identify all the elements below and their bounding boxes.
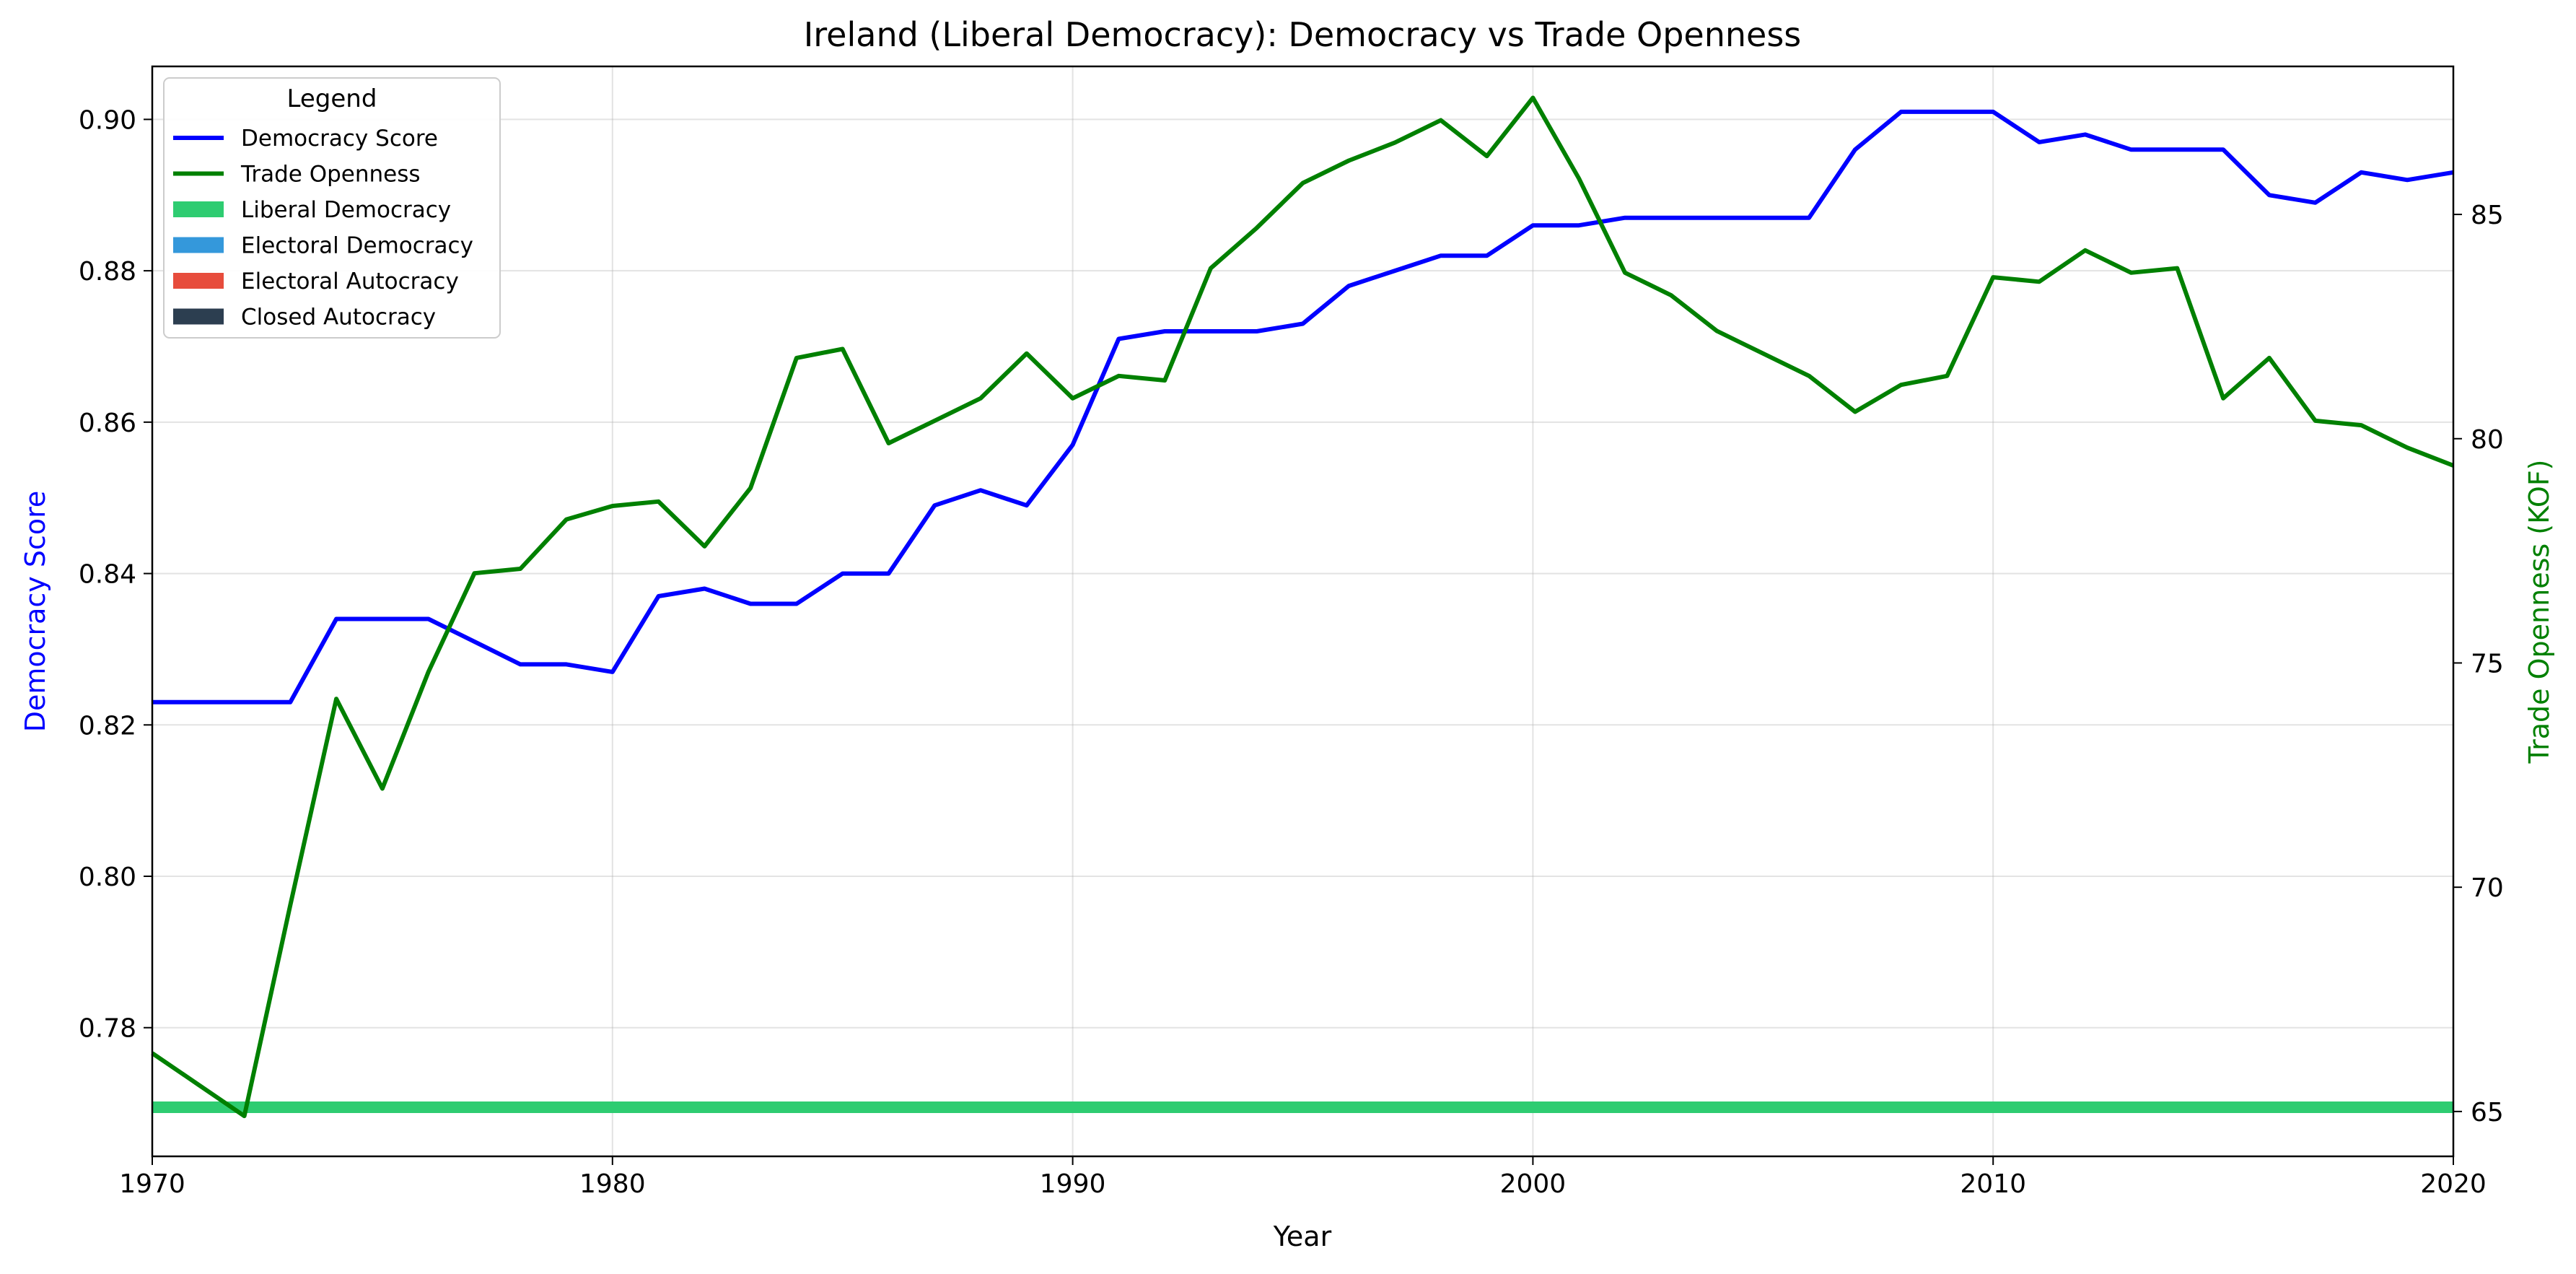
legend-box bbox=[163, 77, 501, 339]
y2-axis-ticks: 65 70 75 80 85 bbox=[2453, 201, 2504, 1127]
y-tick-label: 0.88 bbox=[79, 257, 136, 287]
legend-label-liberal-democracy: Liberal Democracy bbox=[241, 197, 451, 223]
legend-entries: Democracy Score Trade Openness Liberal Dem… bbox=[173, 126, 473, 331]
band-layer bbox=[152, 1101, 2453, 1113]
x-tick-label: 1970 bbox=[119, 1169, 185, 1199]
grid-layer bbox=[152, 66, 2454, 1156]
legend-swatch-liberal-democracy bbox=[173, 201, 224, 217]
y-tick-label: 0.90 bbox=[79, 105, 136, 135]
y2-tick-label: 70 bbox=[2471, 873, 2504, 903]
x-axis-label: Year bbox=[1273, 1221, 1332, 1252]
y-tick-label: 0.78 bbox=[79, 1014, 136, 1044]
regime-band-liberal-democracy bbox=[152, 1101, 2453, 1113]
x-tick-label: 2000 bbox=[1500, 1169, 1567, 1199]
legend-swatch-electoral-democracy bbox=[173, 237, 224, 253]
legend-label-trade-openness: Trade Openness bbox=[240, 162, 421, 188]
x-tick-label: 2010 bbox=[1960, 1169, 2026, 1199]
legend-swatch-electoral-autocracy bbox=[173, 273, 224, 289]
y-axis-ticks: 0.78 0.80 0.82 0.84 0.86 0.88 0.90 bbox=[79, 105, 152, 1044]
plot-frame bbox=[151, 65, 2455, 1158]
y2-tick-label: 80 bbox=[2471, 425, 2504, 455]
series-layer bbox=[151, 95, 2455, 1119]
legend-label-democracy-score: Democracy Score bbox=[241, 126, 438, 152]
legend-label-closed-autocracy: Closed Autocracy bbox=[241, 305, 436, 331]
x-axis-ticks: 1970 1980 1990 2000 2010 2020 bbox=[119, 1156, 2487, 1199]
y2-axis-label: Trade Openness (KOF) bbox=[2523, 459, 2555, 764]
y-axis-label: Democracy Score bbox=[19, 491, 51, 733]
y2-tick-label: 65 bbox=[2471, 1098, 2504, 1127]
legend: Legend Democracy Score Trade Openness Libe… bbox=[163, 77, 501, 339]
y2-tick-label: 85 bbox=[2471, 201, 2504, 230]
y-tick-label: 0.84 bbox=[79, 560, 136, 590]
legend-swatch-closed-autocracy bbox=[173, 308, 224, 325]
y-tick-label: 0.80 bbox=[79, 863, 136, 892]
legend-label-electoral-democracy: Electoral Democracy bbox=[241, 233, 473, 259]
legend-label-electoral-autocracy: Electoral Autocracy bbox=[241, 269, 459, 294]
chart-title: Ireland (Liberal Democracy): Democracy v… bbox=[804, 15, 1802, 54]
y2-tick-label: 75 bbox=[2471, 649, 2504, 679]
x-tick-label: 2020 bbox=[2420, 1169, 2487, 1199]
legend-title: Legend bbox=[287, 84, 377, 113]
y-tick-label: 0.82 bbox=[79, 711, 136, 741]
x-tick-label: 1980 bbox=[579, 1169, 646, 1199]
y-tick-label: 0.86 bbox=[79, 409, 136, 438]
x-tick-label: 1990 bbox=[1040, 1169, 1106, 1199]
